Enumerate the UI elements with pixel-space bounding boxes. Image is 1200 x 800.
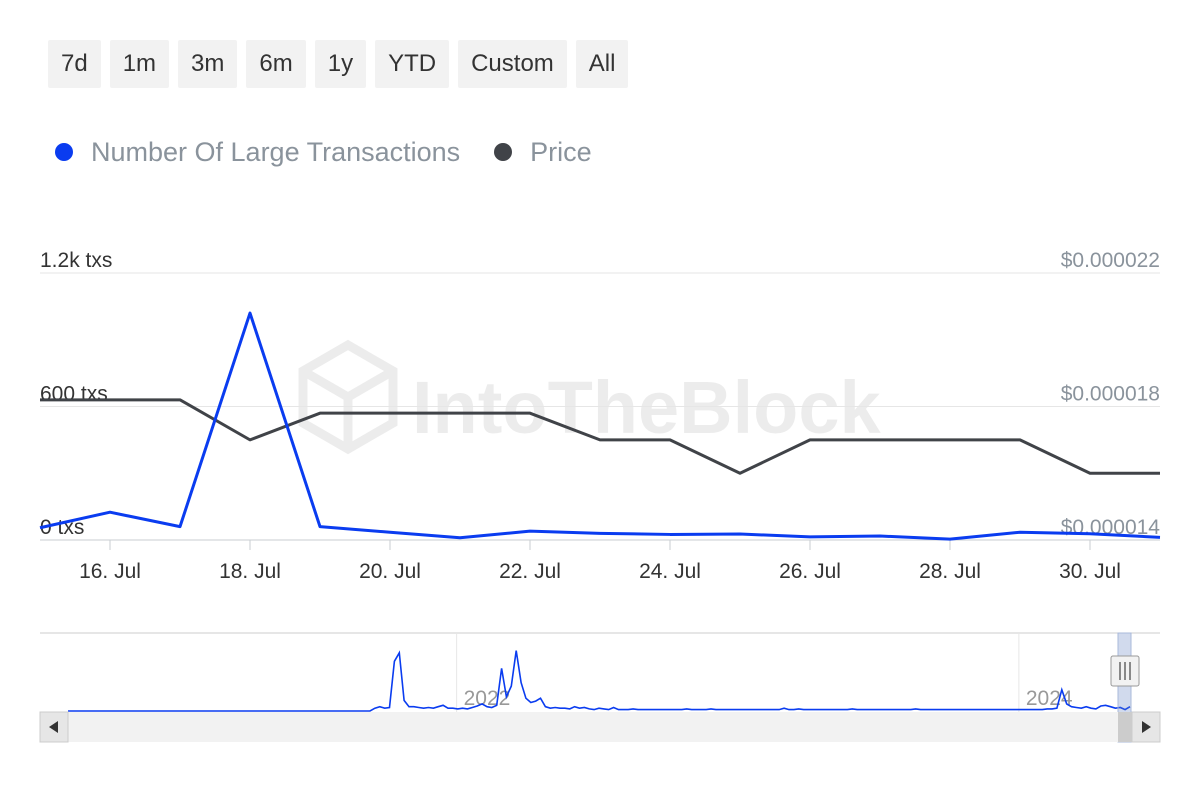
legend-dot-large-transactions	[55, 143, 73, 161]
legend-item-large-transactions[interactable]: Number Of Large Transactions	[55, 137, 460, 168]
x-tick-label: 28. Jul	[919, 560, 981, 583]
watermark: IntoTheBlock	[298, 339, 882, 455]
scrollbar-track[interactable]	[40, 712, 1160, 742]
x-tick-label: 22. Jul	[499, 560, 561, 583]
x-tick-label: 24. Jul	[639, 560, 701, 583]
navigator-handle[interactable]	[1110, 655, 1140, 687]
watermark-logo-icon	[298, 339, 398, 455]
navigator-series-line	[68, 650, 1131, 712]
legend-item-price[interactable]: Price	[494, 137, 592, 168]
legend-label-price: Price	[530, 136, 592, 167]
y-right-tick-label: $0.000018	[1061, 383, 1160, 406]
scroll-right-arrow-icon	[1142, 721, 1151, 733]
range-all-button[interactable]: All	[575, 40, 629, 88]
range-1y-button[interactable]: 1y	[314, 40, 367, 88]
y-left-tick-label: 600 txs	[40, 383, 108, 406]
series-line-price	[40, 398, 1160, 475]
y-axis-right: $0.000014$0.000018$0.000022	[1061, 249, 1161, 539]
x-tick-label: 18. Jul	[219, 560, 281, 583]
series-lines	[39, 311, 1161, 541]
series-line-large-transactions	[39, 311, 1161, 541]
range-custom-button[interactable]: Custom	[458, 40, 567, 88]
legend-label-large-transactions: Number Of Large Transactions	[91, 136, 461, 167]
range-selector: 7d 1m 3m 6m 1y YTD Custom All	[48, 40, 629, 88]
x-tick-label: 16. Jul	[79, 560, 141, 583]
range-6m-button[interactable]: 6m	[246, 40, 306, 88]
navigator-year-label: 2024	[1026, 687, 1073, 710]
scroll-left-arrow-icon	[49, 721, 58, 733]
watermark-text: IntoTheBlock	[412, 366, 882, 449]
range-7d-button[interactable]: 7d	[48, 40, 101, 88]
legend-dot-price	[494, 143, 513, 161]
x-tick-label: 30. Jul	[1059, 560, 1121, 583]
x-axis: 16. Jul 18. Jul 20. Jul 22. Jul 24. Jul 26. J…	[79, 540, 1121, 583]
scrollbar-thumb[interactable]	[1118, 712, 1132, 742]
y-left-tick-label: 1.2k txs	[40, 249, 112, 272]
range-ytd-button[interactable]: YTD	[375, 40, 450, 88]
x-tick-label: 26. Jul	[779, 560, 841, 583]
grid	[40, 272, 1160, 541]
navigator: 2022 2024	[39, 632, 1161, 743]
y-right-tick-label: $0.000022	[1061, 249, 1160, 272]
x-tick-label: 20. Jul	[359, 560, 421, 583]
chart-legend: Number Of Large Transactions Price	[55, 130, 592, 174]
range-3m-button[interactable]: 3m	[178, 40, 238, 88]
range-1m-button[interactable]: 1m	[109, 40, 170, 88]
